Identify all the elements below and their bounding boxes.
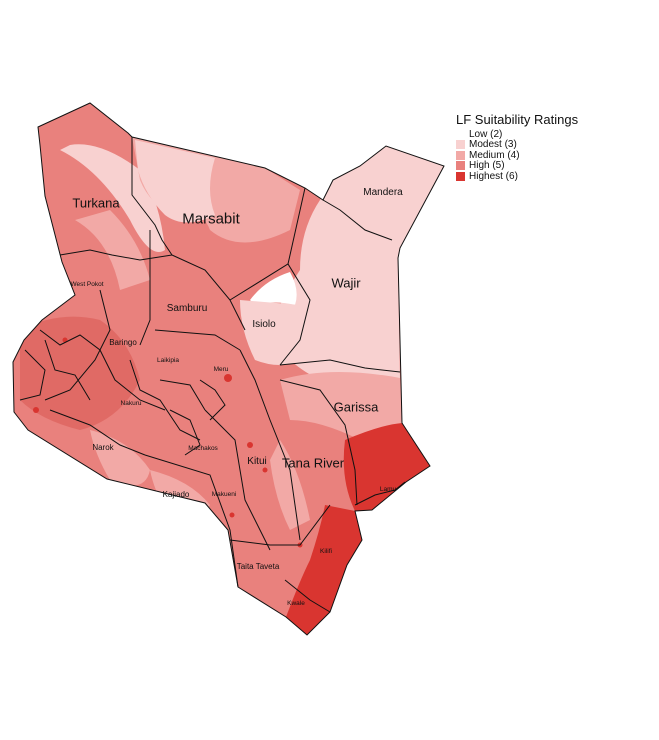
boundary-west-pokot-baringo — [44, 289, 111, 401]
label-kajiado: Kajiado — [162, 490, 190, 499]
medium-zone-narok — [90, 430, 150, 486]
boundary-laikipia — [154, 329, 241, 351]
label-wajir: Wajir — [331, 275, 361, 291]
modest-zone-isiolo — [240, 300, 305, 365]
highest-zone-lamu — [343, 423, 430, 511]
legend-item-label: Low (2) — [469, 128, 503, 140]
legend-item: Modest (3) — [456, 139, 578, 151]
label-samburu: Samburu — [166, 303, 208, 314]
label-kwale: Kwale — [287, 599, 305, 607]
boundary-central-1 — [129, 359, 201, 441]
label-lamu: Lamu — [379, 485, 397, 493]
label-west-pokot: West Pokot — [70, 280, 104, 288]
boundary-taita — [229, 504, 331, 546]
suitability-surface — [13, 103, 444, 635]
highest-speck — [33, 407, 39, 413]
boundary-western-small-2 — [44, 339, 91, 401]
modest-zone-northeast — [270, 146, 444, 380]
medium-zone-tana — [270, 440, 310, 530]
label-isiolo: Isiolo — [252, 319, 276, 330]
label-kilifi: Kilifi — [320, 547, 332, 555]
boundary-kajiado — [144, 454, 239, 588]
boundary-western-cluster — [39, 329, 166, 411]
boundary-lamu-kilifi — [354, 481, 406, 506]
modest-zone-marsabit — [135, 140, 215, 223]
county-boundaries — [19, 137, 406, 613]
label-makueni: Makueni — [211, 490, 237, 498]
label-turkana: Turkana — [72, 195, 120, 211]
highest-speck — [62, 337, 68, 343]
legend-item-label: High (5) — [469, 160, 505, 172]
boundary-central-3 — [169, 409, 201, 456]
legend-swatch — [456, 171, 465, 181]
label-machakos: Machakos — [188, 444, 218, 452]
legend-item: Low (2) — [456, 129, 578, 140]
legend-title: LF Suitability Ratings — [456, 112, 579, 127]
boundary-kwale — [284, 579, 331, 613]
boundary-wajir-garissa — [279, 359, 401, 373]
legend-item: Medium (4) — [456, 150, 578, 161]
legend-swatch — [456, 161, 465, 171]
highest-speck — [247, 442, 253, 448]
boundary-marsabit-wajir — [287, 187, 306, 265]
label-laikipia: Laikipia — [156, 356, 180, 364]
highest-speck — [224, 374, 232, 382]
boundary-machakos-makueni — [204, 409, 271, 551]
legend-swatch — [456, 129, 465, 139]
legend-item: High (5) — [456, 160, 578, 172]
low-zone-isiolo — [250, 272, 297, 305]
boundary-western-small — [19, 349, 46, 401]
label-nakuru: Nakuru — [120, 399, 142, 407]
legend-items: Low (2) Modest (3) Medium (4) High (5) Highe… — [456, 129, 578, 182]
label-garissa: Garissa — [333, 399, 379, 415]
boundary-turkana-marsabit — [131, 137, 173, 256]
medium-zone-turkana — [75, 210, 150, 290]
boundary-isiolo — [229, 263, 311, 366]
boundary-central-4 — [199, 379, 226, 421]
highest-speck — [229, 512, 235, 518]
label-kitui: Kitui — [247, 456, 267, 467]
boundary-turkana-south — [59, 249, 173, 261]
label-narok: Narok — [92, 443, 114, 452]
label-marsabit: Marsabit — [182, 210, 240, 228]
label-taita-taveta: Taita Taveta — [236, 562, 280, 571]
legend-swatch — [456, 140, 465, 150]
medium-zone-garissa — [280, 371, 402, 440]
legend-item-label: Medium (4) — [469, 149, 520, 161]
label-meru: Meru — [213, 365, 229, 373]
boundary-central-2 — [159, 379, 206, 411]
legend-item-label: Highest (6) — [469, 170, 518, 182]
legend-item: Highest (6) — [456, 171, 578, 182]
label-baringo: Baringo — [109, 338, 137, 347]
boundary-samburu-west — [139, 230, 151, 346]
highest-zone-kilifi — [286, 505, 362, 635]
label-tana-river: Tana River — [281, 455, 345, 471]
label-mandera: Mandera — [363, 187, 403, 198]
boundary-mandera-wajir — [322, 199, 393, 241]
highest-speck — [262, 467, 268, 473]
boundary-samburu-isiolo — [171, 254, 246, 331]
boundary-narok-north — [49, 409, 146, 456]
legend-item-label: Modest (3) — [469, 139, 517, 151]
boundary-garissa-tana — [279, 379, 358, 506]
boundary-kitui-tana — [239, 349, 301, 541]
legend-swatch — [456, 150, 465, 160]
legend: LF Suitability Ratings Low (2) Modest (3)… — [456, 112, 578, 182]
high-zone-west — [20, 316, 140, 430]
